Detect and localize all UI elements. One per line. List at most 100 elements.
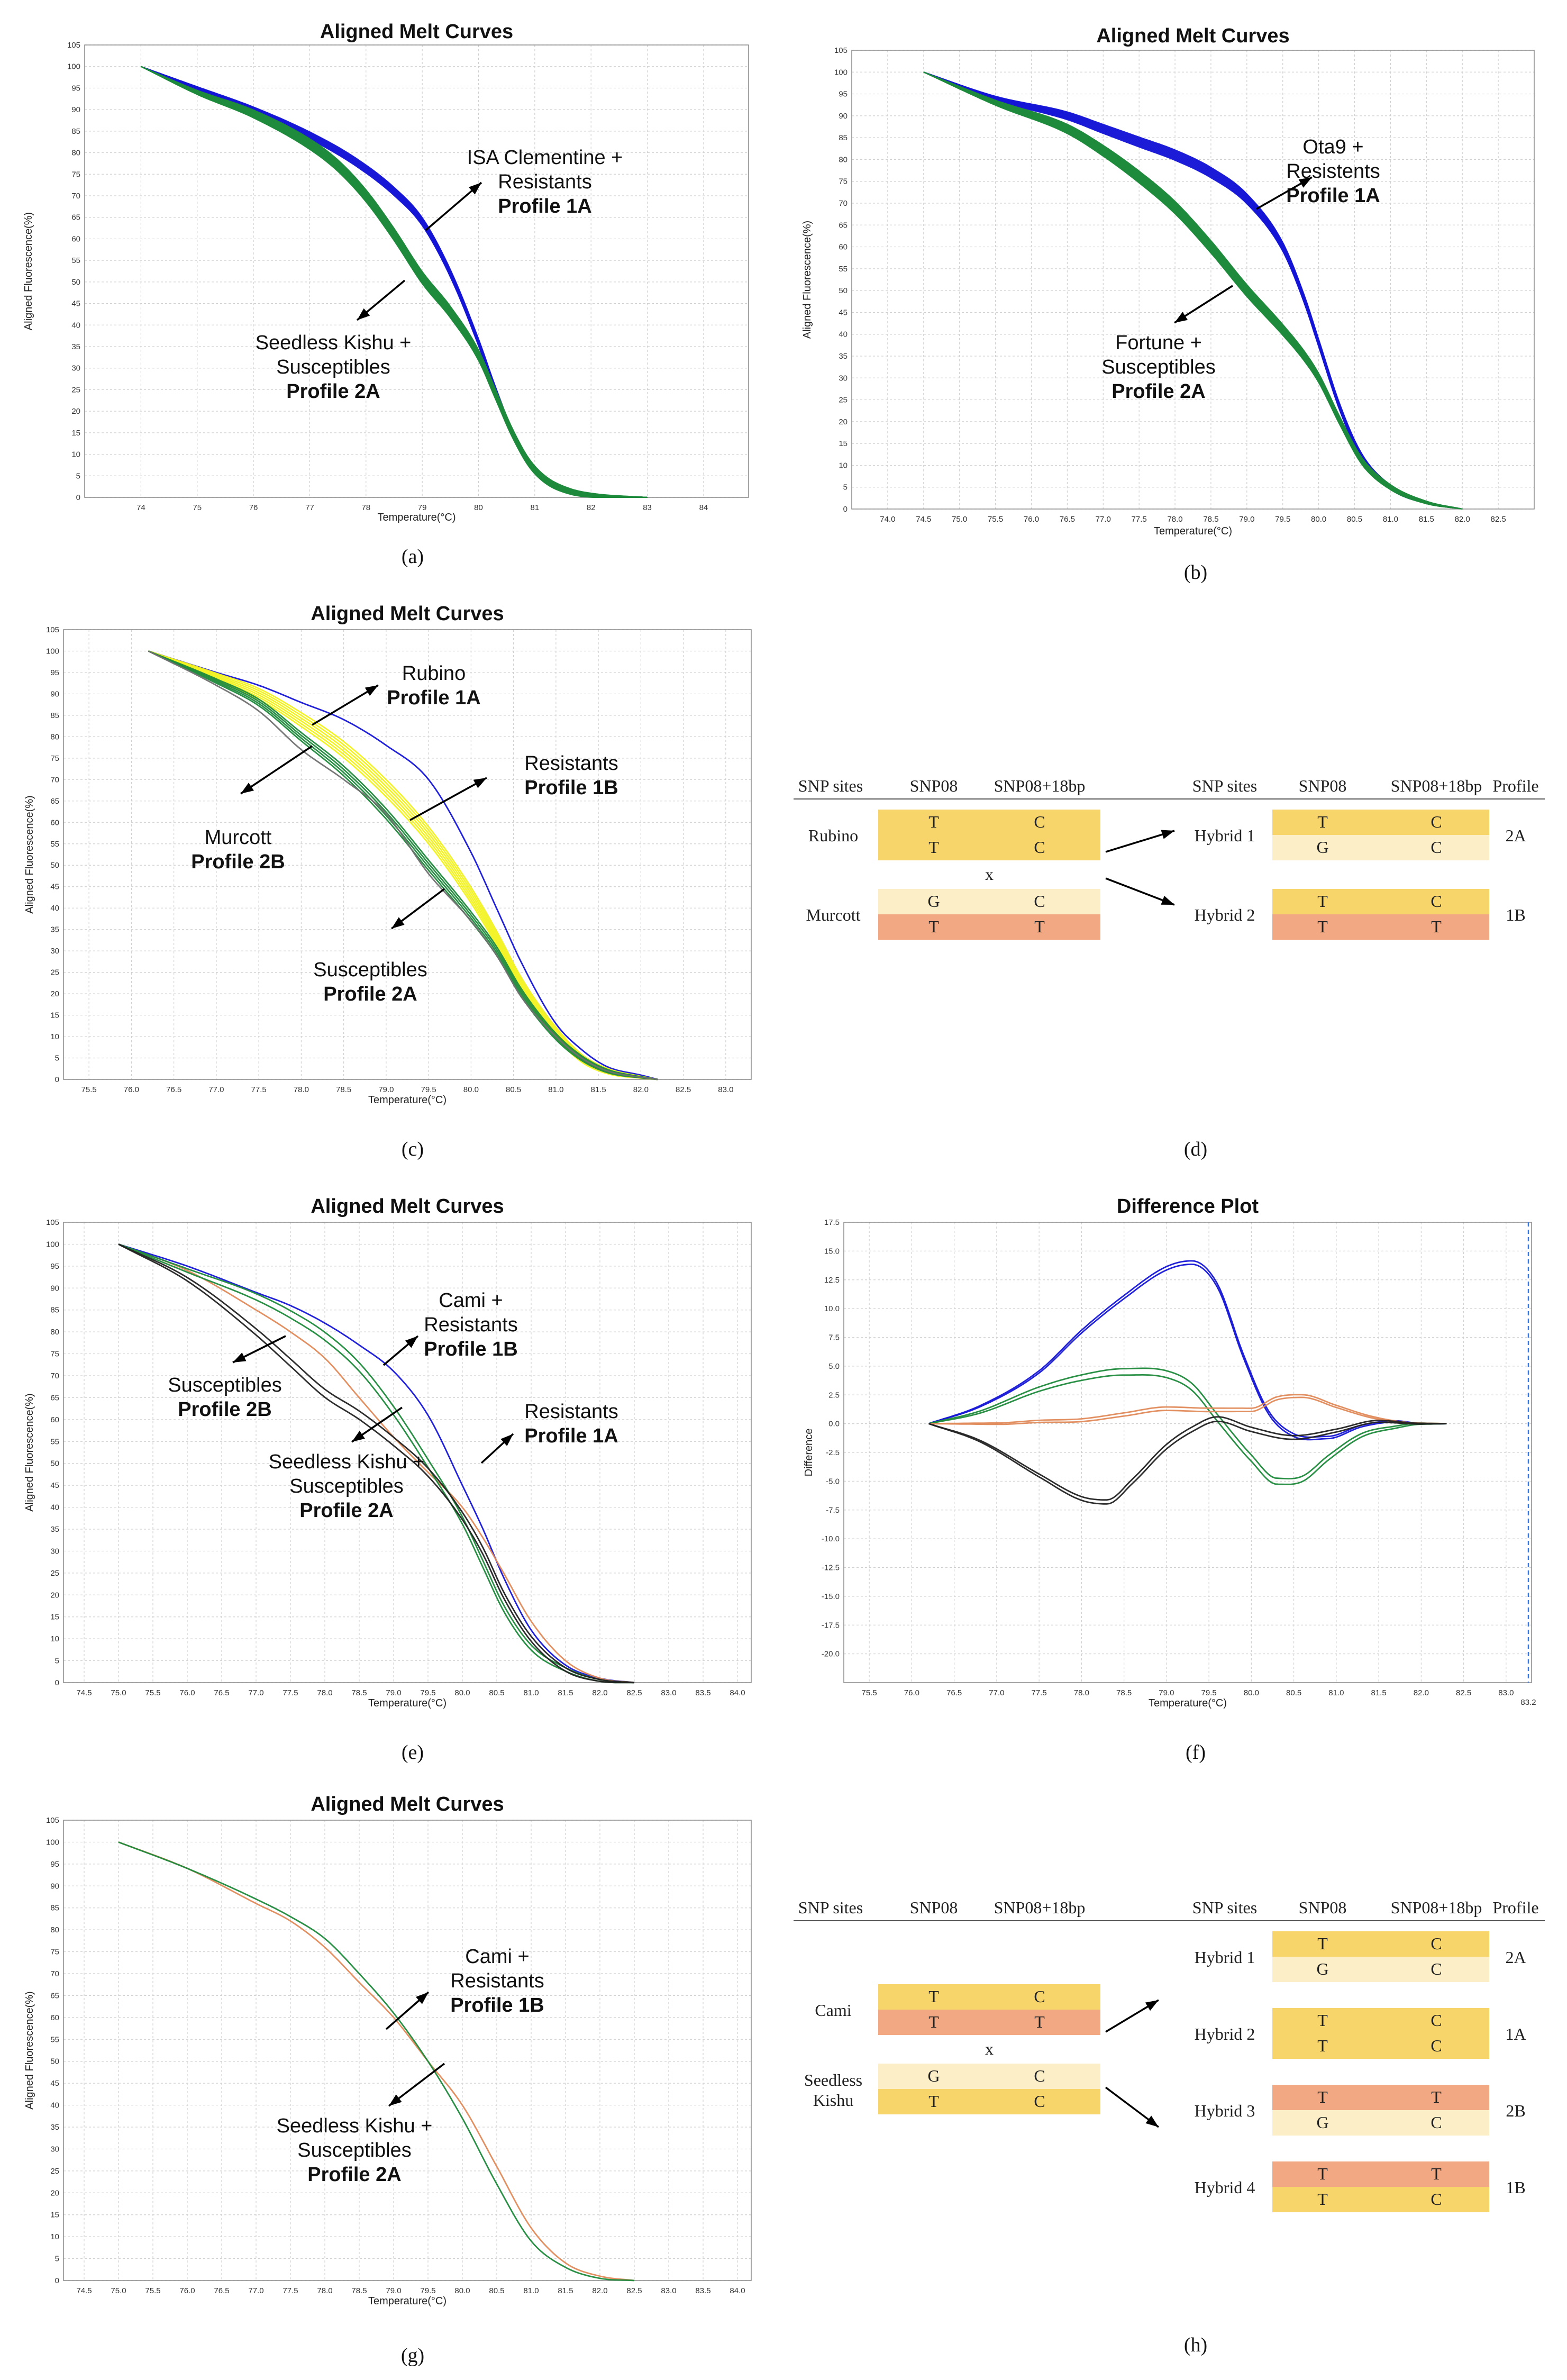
x-tick-label: 82.0 [1414, 1688, 1429, 1697]
y-tick-label: 100 [46, 1240, 59, 1249]
series-yellow-curve [148, 650, 658, 1080]
x-tick-label: 75.0 [111, 1688, 126, 1697]
plot-frame [63, 629, 752, 1080]
x-axis-label: Temperature(°C) [1149, 1697, 1227, 1709]
x-tick-label: 76.5 [946, 1688, 962, 1697]
allele-snp08-18bp: C [1034, 838, 1045, 857]
series-blue-curve [923, 71, 1463, 510]
y-tick-label: 50 [50, 1459, 59, 1468]
caption-a: (a) [401, 546, 424, 568]
annotation-profile: Profile 1B [524, 777, 618, 799]
y-tick-label: 35 [50, 925, 59, 934]
y-tick-label: -20.0 [822, 1650, 840, 1659]
genotype-cell [1272, 1957, 1489, 1982]
x-tick-label: 77.0 [989, 1688, 1004, 1697]
y-tick-label: 100 [46, 647, 59, 656]
melt-curve-chart-g: Aligned Melt Curves 74.5 75.0 75.5 76.0 76.5 7… [24, 1793, 752, 2307]
allele-snp08-18bp: C [1431, 2190, 1442, 2209]
annotation-arrow [240, 745, 313, 795]
y-tick-label: 5 [55, 1657, 59, 1666]
y-tick-label: 80 [50, 1328, 59, 1337]
y-tick-label: 35 [50, 2123, 59, 2132]
y-tick-label: 20 [50, 2188, 59, 2197]
y-tick-label: -2.5 [826, 1448, 840, 1457]
table-header: SNP08 [910, 776, 958, 795]
allele-snp08: T [1317, 2036, 1328, 2055]
hybrid-profile: 2A [1505, 826, 1526, 845]
y-tick-label: 100 [46, 1838, 59, 1847]
grid [852, 50, 1534, 510]
x-tick-label: 76.5 [214, 2286, 229, 2295]
x-tick-label: 79.5 [421, 1085, 436, 1094]
genotype-cell [1272, 835, 1489, 860]
cross-symbol: x [985, 865, 994, 884]
annotation-profile: Profile 2A [1112, 380, 1205, 403]
y-tick-label: 70 [50, 1371, 59, 1380]
hybrid-name: Hybrid 2 [1195, 2024, 1255, 2043]
series-orange-curve [928, 1394, 1447, 1424]
series-yellow-curve [148, 650, 658, 1080]
cross-arrow [1105, 877, 1175, 906]
arrow-shaft [409, 777, 487, 821]
hybrid-profile: 1A [1505, 2024, 1526, 2043]
hybrid-name: Hybrid 1 [1195, 1948, 1255, 1967]
y-tick-label: 20 [839, 417, 848, 426]
y-tick-label: 60 [839, 243, 848, 252]
series-green-curve [928, 1367, 1447, 1480]
annotation-text: Resistants [498, 171, 591, 193]
y-tick-label: 15 [50, 1613, 59, 1622]
table-header: SNP08+18bp [994, 776, 1086, 795]
x-tick-label: 79.0 [386, 2286, 401, 2295]
y-tick-label: 25 [50, 1569, 59, 1578]
y-tick-label: 50 [50, 861, 59, 870]
y-tick-label: 10 [839, 461, 848, 470]
series-black-curve [928, 1416, 1447, 1501]
genotype-cell [878, 889, 1100, 914]
arrow-head [391, 917, 405, 929]
y-tick-label: 10 [50, 2232, 59, 2241]
genotype-cell [878, 835, 1100, 860]
chart-title: Aligned Melt Curves [311, 1793, 504, 1815]
annotation-text: Resistants [524, 1401, 618, 1423]
table-header: SNP08 [1299, 1898, 1347, 1917]
y-tick-label: 25 [50, 2167, 59, 2176]
y-tick-label: 50 [50, 2057, 59, 2066]
arrow-head [241, 783, 254, 794]
genotype-cell [1272, 1931, 1489, 1957]
y-tick-label: 95 [50, 1262, 59, 1271]
x-tick-label: 79 [418, 503, 427, 512]
x-tick-label: 81.5 [1419, 515, 1434, 524]
x-tick-label: 77.0 [248, 1688, 263, 1697]
arrow-shaft [312, 684, 379, 726]
x-tick-label: 79.5 [1201, 1688, 1217, 1697]
allele-snp08: T [1317, 2164, 1328, 2183]
allele-snp08-18bp: C [1431, 1934, 1442, 1953]
series-green-curve [118, 1841, 635, 2282]
x-tick-label: 75.0 [952, 515, 967, 524]
plot-frame [63, 1820, 752, 2281]
genotype-cell [1272, 2033, 1489, 2059]
series-green-curve [928, 1374, 1447, 1485]
x-tick-label: 81 [531, 503, 540, 512]
x-tick-label: 75.0 [111, 2286, 126, 2295]
plot-frame [843, 1222, 1532, 1683]
x-tick-label: 78.5 [1116, 1688, 1132, 1697]
x-tick-label: 77.5 [283, 2286, 298, 2295]
y-axis-label: Aligned Fluorescence(%) [24, 1393, 35, 1511]
allele-snp08: T [1317, 1934, 1328, 1953]
x-tick-label: 76.0 [1024, 515, 1039, 524]
x-tick-label: 80.0 [1311, 515, 1326, 524]
x-tick-label: 80.5 [489, 2286, 504, 2295]
genotype-cell [878, 914, 1100, 940]
genotype-cell [1272, 889, 1489, 914]
table-header: SNP sites [798, 776, 863, 795]
y-tick-label: 0 [55, 1075, 59, 1084]
parent-name: Murcott [806, 905, 860, 924]
allele-snp08-18bp: C [1034, 1987, 1045, 2006]
y-tick-label: 35 [71, 342, 80, 351]
parent-name: Rubino [808, 826, 858, 845]
y-tick-label: 75 [50, 754, 59, 763]
annotation-text: Cami + [465, 1946, 529, 1968]
y-tick-label: 7.5 [828, 1333, 840, 1342]
y-tick-label: 45 [50, 883, 59, 892]
